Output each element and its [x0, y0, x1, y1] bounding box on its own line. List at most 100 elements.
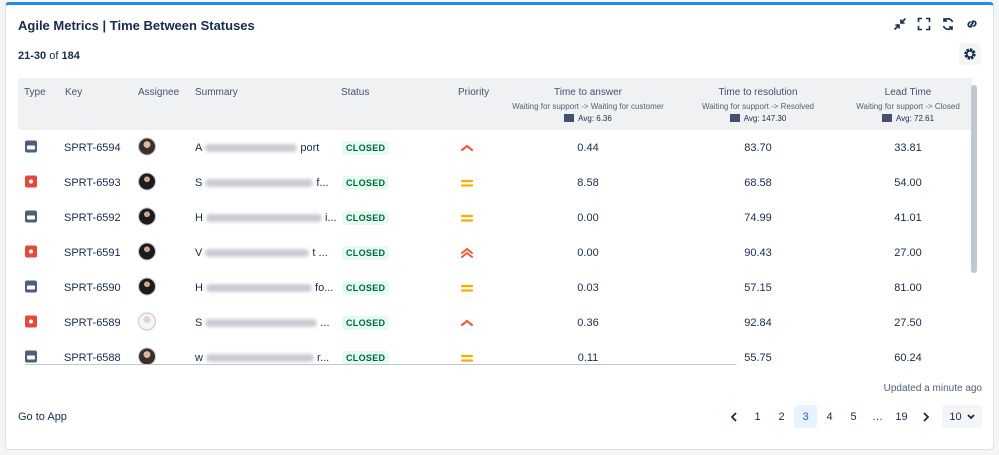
status-badge: CLOSED — [342, 350, 390, 365]
time-to-resolution-value: 92.84 — [744, 316, 772, 329]
time-to-resolution-avg: Avg: 147.30 — [678, 114, 838, 123]
lead-time-avg: Avg: 72.61 — [828, 114, 972, 123]
time-to-answer-value: 0.44 — [577, 141, 599, 154]
issue-summary[interactable]: H i... — [195, 211, 337, 224]
time-to-answer-label: Time to answer — [554, 87, 622, 98]
column-type[interactable]: Type — [24, 87, 46, 98]
highest-icon — [460, 247, 474, 259]
time-to-answer-avg: Avg: 6.36 — [508, 114, 668, 123]
link-icon[interactable] — [965, 17, 979, 31]
bug-icon — [25, 245, 37, 257]
table-row[interactable]: SPRT-6592 H i... CLOSED 0.00 74.99 41.01 — [18, 200, 972, 235]
issue-summary[interactable]: S ... — [195, 316, 330, 329]
bar-chart-icon — [881, 114, 892, 122]
status-badge: CLOSED — [342, 175, 390, 190]
page-button[interactable]: 19 — [895, 410, 908, 423]
lead-time-value: 27.00 — [894, 246, 922, 259]
redacted-text — [205, 318, 318, 327]
status-badge: CLOSED — [342, 210, 390, 225]
page-button[interactable]: 3 — [794, 405, 817, 428]
lead-time-label: Lead Time — [884, 87, 932, 98]
issue-key-link[interactable]: SPRT-6592 — [64, 211, 121, 224]
issue-key-link[interactable]: SPRT-6588 — [64, 351, 121, 364]
page-list: 1 2 3 4 5 … 19 — [746, 405, 913, 428]
lead-time-transition: Waiting for support -> Closed — [856, 102, 960, 111]
column-time-to-resolution[interactable]: Time to resolution Waiting for support -… — [678, 87, 838, 123]
previous-page-button[interactable] — [722, 405, 745, 428]
bug-icon — [25, 175, 37, 187]
column-status[interactable]: Status — [341, 87, 370, 98]
chevron-right-icon — [922, 411, 929, 422]
table-row[interactable]: SPRT-6589 S ... CLOSED 0.36 92.84 27.50 — [18, 305, 972, 340]
table-row[interactable]: SPRT-6594 A port CLOSED 0.44 83.70 33.81 — [18, 130, 972, 165]
minimize-icon[interactable] — [893, 17, 907, 31]
page-size-value: 10 — [949, 410, 962, 423]
column-summary[interactable]: Summary — [195, 87, 238, 98]
next-page-button[interactable] — [914, 405, 937, 428]
pagination: 1 2 3 4 5 … 19 10 — [722, 405, 982, 428]
column-key[interactable]: Key — [65, 87, 83, 98]
page-button[interactable]: 2 — [778, 410, 785, 423]
vertical-scrollbar[interactable] — [971, 85, 977, 273]
go-to-app-link[interactable]: Go to App — [18, 411, 67, 423]
time-to-answer-value: 0.00 — [577, 246, 599, 259]
status-badge: CLOSED — [342, 140, 390, 155]
time-to-answer-value: 0.00 — [577, 211, 599, 224]
fullscreen-icon[interactable] — [917, 17, 931, 31]
page-ellipsis: … — [872, 410, 883, 423]
service-request-icon — [25, 350, 37, 362]
column-lead-time[interactable]: Lead Time Waiting for support -> Closed … — [828, 87, 972, 123]
issue-key-link[interactable]: SPRT-6590 — [64, 281, 121, 294]
page-button[interactable]: 4 — [826, 410, 833, 423]
table-row[interactable]: SPRT-6588 w r... CLOSED 0.11 55.75 60.24 — [18, 340, 972, 365]
bar-chart-icon — [729, 114, 740, 122]
issue-summary[interactable]: V t ... — [195, 246, 328, 259]
column-priority[interactable]: Priority — [458, 87, 490, 98]
time-to-resolution-transition: Waiting for support -> Resolved — [702, 102, 814, 111]
table-row[interactable]: SPRT-6591 V t ... CLOSED 0.00 90.43 27.0… — [18, 235, 972, 270]
gear-icon — [964, 48, 976, 60]
issue-key-link[interactable]: SPRT-6593 — [64, 176, 121, 189]
issue-summary[interactable]: S f... — [195, 176, 329, 189]
bug-icon — [25, 315, 37, 327]
settings-button[interactable] — [959, 43, 981, 65]
column-assignee[interactable]: Assignee — [138, 87, 180, 98]
issue-summary[interactable]: w r... — [195, 351, 330, 364]
redacted-text — [205, 178, 314, 187]
issue-key-link[interactable]: SPRT-6591 — [64, 246, 121, 259]
gadget-title: Agile Metrics | Time Between Statuses — [18, 18, 255, 33]
table-row[interactable]: SPRT-6593 S f... CLOSED 8.58 68.58 54.00 — [18, 165, 972, 200]
range-of: of — [49, 50, 59, 62]
service-request-icon — [25, 280, 37, 292]
range-total: 184 — [61, 50, 80, 62]
issue-key-link[interactable]: SPRT-6589 — [64, 316, 121, 329]
refresh-icon[interactable] — [941, 17, 955, 31]
table-row[interactable]: SPRT-6590 H fo... CLOSED 0.03 57.15 81.0… — [18, 270, 972, 305]
lead-time-value: 27.50 — [894, 316, 922, 329]
page-button[interactable]: 1 — [754, 410, 761, 423]
time-to-resolution-value: 57.15 — [744, 281, 772, 294]
issue-key-link[interactable]: SPRT-6594 — [64, 141, 121, 154]
assignee-avatar — [138, 277, 156, 295]
issue-summary[interactable]: H fo... — [195, 281, 334, 294]
page-button[interactable]: 5 — [850, 410, 857, 423]
time-to-answer-value: 8.58 — [577, 176, 599, 189]
range-start: 21 — [18, 50, 31, 62]
lead-time-value: 54.00 — [894, 176, 922, 189]
assignee-avatar — [138, 347, 156, 365]
assignee-avatar — [138, 242, 156, 260]
high-icon — [460, 142, 474, 154]
column-time-to-answer[interactable]: Time to answer Waiting for support -> Wa… — [508, 87, 668, 123]
service-request-icon — [25, 140, 37, 152]
horizontal-scrollbar[interactable] — [24, 364, 738, 365]
assignee-avatar — [138, 172, 156, 190]
page-size-select[interactable]: 10 — [942, 405, 982, 428]
range-end: 30 — [33, 50, 47, 62]
status-badge: CLOSED — [342, 280, 390, 295]
lead-time-value: 33.81 — [894, 141, 922, 154]
time-to-resolution-label: Time to resolution — [718, 87, 798, 98]
lead-time-value: 60.24 — [894, 351, 922, 364]
lead-time-value: 41.01 — [894, 211, 922, 224]
assignee-avatar — [138, 137, 156, 155]
issue-summary[interactable]: A port — [195, 141, 320, 154]
